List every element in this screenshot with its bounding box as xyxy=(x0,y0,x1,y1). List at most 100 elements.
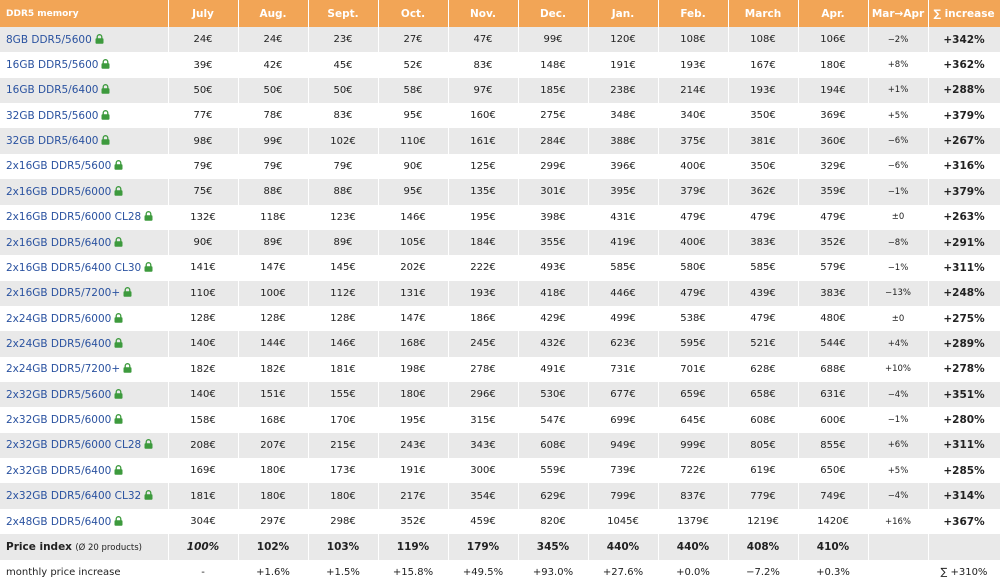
product-name: 2x24GB DDR5/6400 xyxy=(0,331,169,357)
change-cell: ±0 xyxy=(868,204,929,230)
price-cell: 90€ xyxy=(378,153,449,180)
price-cell: 446€ xyxy=(588,280,659,306)
product-label: 2x24GB DDR5/6000 xyxy=(6,312,112,325)
change-cell: −1% xyxy=(868,407,929,433)
lock-icon xyxy=(144,211,153,221)
price-cell: 799€ xyxy=(588,483,659,509)
price-cell: 245€ xyxy=(448,331,519,357)
product-label: 2x32GB DDR5/6000 CL28 xyxy=(6,439,142,452)
header-cell: Feb. xyxy=(658,0,729,27)
index-cell: 103% xyxy=(308,534,379,560)
change-cell: −1% xyxy=(868,179,929,205)
price-cell: 1219€ xyxy=(728,508,799,535)
price-cell: 217€ xyxy=(378,483,449,509)
price-cell: 78€ xyxy=(238,103,309,129)
price-cell: 79€ xyxy=(168,153,239,180)
product-label: 2x16GB DDR5/6000 xyxy=(6,185,112,198)
data-row: 2x24GB DDR5/7200+ 182€ 182€ 181€ 198€ 278€ 491… xyxy=(0,356,1000,383)
price-cell: 112€ xyxy=(308,280,379,306)
price-cell: 167€ xyxy=(728,52,799,78)
product-label: 32GB DDR5/5600 xyxy=(6,109,99,122)
price-cell: 95€ xyxy=(378,103,449,129)
price-cell: 45€ xyxy=(308,52,379,78)
price-cell: 459€ xyxy=(448,508,519,535)
product-name: 2x32GB DDR5/6000 CL28 xyxy=(0,432,169,459)
price-cell: 102€ xyxy=(308,128,379,154)
lock-icon xyxy=(123,287,132,298)
product-label: 2x24GB DDR5/6400 xyxy=(6,337,112,350)
price-cell: 623€ xyxy=(588,331,659,357)
price-cell: 479€ xyxy=(728,204,799,230)
price-cell: 400€ xyxy=(658,229,729,256)
product-name: 2x16GB DDR5/6000 xyxy=(0,179,169,205)
increase-cell: +275% xyxy=(928,305,1000,332)
price-cell: 47€ xyxy=(448,27,519,53)
data-row: 2x32GB DDR5/6400 169€ 180€ 173€ 191€ 300€ 559€… xyxy=(0,458,1000,484)
price-cell: 120€ xyxy=(588,27,659,53)
product-label: 2x32GB DDR5/6000 xyxy=(6,414,112,427)
price-cell: 50€ xyxy=(168,77,239,104)
price-cell: 779€ xyxy=(728,483,799,509)
price-cell: 340€ xyxy=(658,103,729,129)
lock-icon xyxy=(114,464,123,475)
price-cell: 173€ xyxy=(308,458,379,484)
product-name: 2x32GB DDR5/6400 CL32 xyxy=(0,483,169,509)
product-name: 8GB DDR5/5600 xyxy=(0,27,169,53)
price-cell: 180€ xyxy=(378,382,449,408)
data-row: 2x32GB DDR5/6400 CL32 181€ 180€ 180€ 217€ 354… xyxy=(0,483,1000,509)
product-name: 16GB DDR5/5600 xyxy=(0,52,169,78)
increase-cell: +248% xyxy=(928,280,1000,306)
price-cell: 202€ xyxy=(378,255,449,281)
header-cell: Dec. xyxy=(518,0,589,27)
increase-cell: +316% xyxy=(928,153,1000,180)
price-cell: 95€ xyxy=(378,179,449,205)
product-name: 2x16GB DDR5/5600 xyxy=(0,153,169,180)
lock-icon xyxy=(114,312,123,323)
price-cell: 658€ xyxy=(728,382,799,408)
header-cell: Nov. xyxy=(448,0,519,27)
header-cell: Oct. xyxy=(378,0,449,27)
data-row: 2x32GB DDR5/6000 158€ 168€ 170€ 195€ 315€ 547€… xyxy=(0,407,1000,433)
product-name: 2x48GB DDR5/6400 xyxy=(0,508,169,535)
monthly-cell: +93.0% xyxy=(518,559,589,585)
price-cell: 50€ xyxy=(308,77,379,104)
price-cell: 315€ xyxy=(448,407,519,433)
price-index-title: Price index xyxy=(6,540,72,553)
price-cell: 185€ xyxy=(518,77,589,104)
lock-icon xyxy=(101,84,110,95)
price-cell: 284€ xyxy=(518,128,589,154)
data-row: 2x16GB DDR5/6400 90€ 89€ 89€ 105€ 184€ 355€ 419… xyxy=(0,229,1000,256)
lock-icon xyxy=(114,414,123,424)
price-cell: 343€ xyxy=(448,432,519,459)
price-cell: 193€ xyxy=(448,280,519,306)
monthly-cell: +27.6% xyxy=(588,559,659,585)
price-cell: 348€ xyxy=(588,103,659,129)
price-cell: 355€ xyxy=(518,229,589,256)
price-cell: 659€ xyxy=(658,382,729,408)
price-cell: 352€ xyxy=(798,229,869,256)
price-cell: 369€ xyxy=(798,103,869,129)
price-cell: 731€ xyxy=(588,356,659,383)
price-cell: 147€ xyxy=(238,255,309,281)
price-cell: 140€ xyxy=(168,382,239,408)
price-cell: 432€ xyxy=(518,331,589,357)
price-cell: 299€ xyxy=(518,153,589,180)
price-cell: 193€ xyxy=(728,77,799,104)
data-row: 2x16GB DDR5/7200+ 110€ 100€ 112€ 131€ 193€ 418… xyxy=(0,280,1000,306)
price-cell: 701€ xyxy=(658,356,729,383)
data-row: 2x16GB DDR5/6400 CL30 141€ 147€ 145€ 202€ 222… xyxy=(0,255,1000,281)
price-cell: 24€ xyxy=(168,27,239,53)
price-cell: 375€ xyxy=(658,128,729,154)
header-cell: DDR5 memory xyxy=(0,0,169,27)
monthly-cell: +1.6% xyxy=(238,559,309,585)
price-cell: 155€ xyxy=(308,382,379,408)
price-cell: 297€ xyxy=(238,508,309,535)
change-cell: +4% xyxy=(868,331,929,357)
price-cell: 180€ xyxy=(238,458,309,484)
price-cell: 362€ xyxy=(728,179,799,205)
price-cell: 110€ xyxy=(378,128,449,154)
price-cell: 629€ xyxy=(518,483,589,509)
price-cell: 110€ xyxy=(168,280,239,306)
price-cell: 275€ xyxy=(518,103,589,129)
